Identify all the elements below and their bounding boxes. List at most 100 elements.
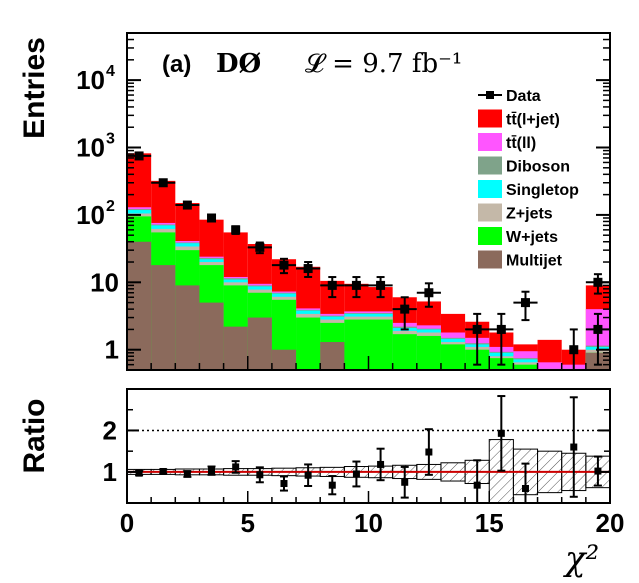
data-point — [271, 257, 297, 275]
luminosity-label: 𝓛 = 9.7 fb⁻¹ — [305, 49, 462, 79]
legend-label: Data — [506, 88, 541, 105]
data-point — [127, 151, 152, 161]
x-axis-title: χ² — [563, 539, 599, 579]
stack-bar — [175, 285, 200, 370]
ratio-y-tick-label: 1 — [103, 457, 117, 487]
stack-bar — [416, 335, 441, 370]
data-point — [296, 261, 321, 278]
legend-label: Z+jets — [506, 206, 553, 223]
stack-bar — [271, 349, 297, 370]
legend-swatch — [478, 180, 502, 198]
legend-swatch — [478, 250, 502, 269]
legend-swatch — [478, 133, 502, 151]
ratio-point — [569, 396, 578, 498]
ratio-point — [279, 475, 288, 492]
y-tick-label: 10 — [76, 200, 105, 230]
panel-label: (a) — [162, 51, 191, 78]
legend-swatch — [478, 203, 502, 222]
legend-label: tt̄(ll) — [506, 134, 536, 152]
ratio-point — [376, 447, 385, 482]
y-tick-exponent: 3 — [106, 131, 115, 148]
data-point — [569, 328, 579, 370]
data-point — [344, 276, 369, 299]
ratio-panel: 120 5 10 15 20 — [103, 395, 625, 538]
y-tick-label: 10 — [76, 133, 105, 163]
x-tick-label: 15 — [475, 508, 504, 538]
y-tick-label: 10 — [76, 65, 105, 95]
data-point — [513, 290, 538, 322]
legend-label: tt̄(l+jet) — [506, 110, 560, 128]
data-point — [489, 312, 514, 366]
y-tick-exponent: 4 — [106, 63, 115, 80]
legend-entry: W+jets — [478, 227, 558, 246]
stack-bar — [368, 319, 393, 370]
legend-swatch — [478, 109, 502, 128]
data-point — [231, 225, 241, 235]
ratio-point — [497, 395, 506, 472]
data-point — [247, 241, 272, 255]
stack-bar — [537, 362, 562, 370]
stack-bar — [247, 317, 272, 370]
stack-bar — [223, 326, 248, 370]
data-point — [392, 296, 417, 331]
data-points — [127, 151, 610, 370]
data-point — [207, 213, 217, 223]
stack-multijet — [127, 241, 610, 370]
ratio-point — [135, 469, 144, 477]
stack-bar — [127, 241, 152, 370]
legend-entry: Singletop — [478, 180, 579, 199]
x-tick-label: 5 — [241, 508, 255, 538]
ratio-point — [304, 463, 313, 488]
ratio-point — [424, 428, 433, 476]
stack-bar — [440, 344, 466, 370]
legend-entry: tt̄(ll) — [478, 133, 536, 152]
ratio-y-tick-label: 2 — [103, 415, 117, 445]
ratio-point — [231, 460, 240, 474]
data-point — [416, 282, 441, 308]
legend-entry: Data — [478, 88, 541, 105]
stack-bar — [296, 317, 321, 370]
main-plot-frame — [126, 32, 611, 371]
ratio-point — [328, 475, 337, 496]
y-tick-label: 1 — [105, 335, 119, 365]
legend-label: Diboson — [506, 159, 570, 176]
data-point — [320, 276, 345, 299]
stack-bar — [151, 265, 176, 370]
legend-swatch — [478, 227, 502, 245]
x-tick-label: 20 — [596, 508, 625, 538]
legend-entry: Multijet — [478, 250, 563, 270]
data-point — [151, 178, 176, 188]
ratio-point — [593, 455, 602, 487]
ratio-point — [400, 465, 409, 499]
stack-bar — [513, 364, 538, 370]
legend-entry: Z+jets — [478, 203, 553, 223]
y-tick-exponent: 2 — [106, 198, 115, 215]
y-axis-title: Entries — [18, 37, 51, 139]
data-point — [465, 312, 490, 366]
stack-bar — [320, 342, 345, 370]
stack-bar — [392, 334, 417, 370]
experiment-label: DØ — [216, 49, 261, 79]
ratio-y-axis-title: Ratio — [18, 399, 51, 474]
legend-label: Singletop — [506, 182, 579, 199]
ratio-points — [135, 395, 602, 504]
legend: Data tt̄(l+jet) tt̄(ll) Diboson Singletop Z+j… — [478, 88, 579, 270]
ratio-point — [159, 467, 168, 475]
ratio-point — [183, 470, 192, 478]
ratio-plot-frame — [126, 388, 611, 504]
data-point — [175, 200, 200, 210]
x-tick-label: 10 — [354, 508, 383, 538]
x-tick-label: 0 — [120, 508, 134, 538]
ratio-point — [255, 466, 264, 484]
y-tick-label: 10 — [90, 267, 119, 297]
legend-swatch — [478, 156, 502, 175]
stack-bar — [199, 302, 224, 370]
legend-entry: Diboson — [478, 156, 570, 176]
stack-bar — [344, 319, 369, 370]
data-point — [368, 276, 393, 299]
ratio-point — [352, 460, 361, 488]
legend-label: Multijet — [506, 253, 563, 270]
